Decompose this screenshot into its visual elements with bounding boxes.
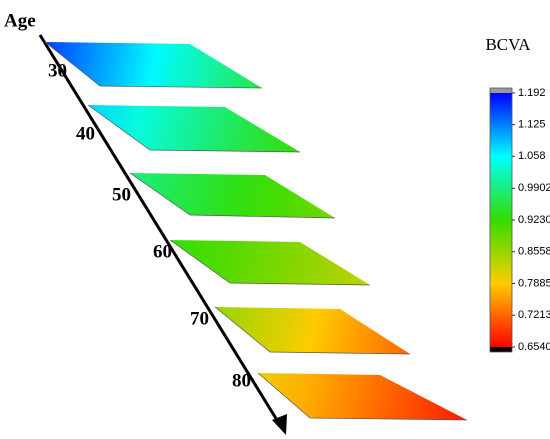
plane-axes <box>257 372 468 421</box>
colorbar-tick-label: 0.9902 <box>518 182 550 194</box>
colorbar-under <box>490 347 512 352</box>
colorbar-tick-label: 1.125 <box>518 119 546 131</box>
plane <box>215 307 410 354</box>
colorbar-tick-label: 0.8558 <box>518 246 550 258</box>
colorbar-tick-label: 0.7213 <box>518 309 550 321</box>
age-label: 40 <box>76 123 95 144</box>
age-label: 70 <box>190 308 209 329</box>
age-label: 50 <box>112 184 131 205</box>
age-arrow <box>38 34 282 426</box>
plane-axes <box>87 104 301 153</box>
age-label: 80 <box>232 370 251 391</box>
colorbar-tick-label: 1.058 <box>518 150 546 162</box>
plane-axes <box>129 172 336 219</box>
arrow-head <box>272 414 287 435</box>
colorbar-tick-label: 0.9230 <box>518 214 550 226</box>
plane <box>170 240 370 285</box>
plane <box>45 42 262 88</box>
age-label: 60 <box>153 241 172 262</box>
plane <box>88 105 300 152</box>
colorbar <box>490 93 512 347</box>
plane <box>130 173 335 218</box>
colorbar-title: BCVA <box>485 35 531 54</box>
plane-axes <box>214 306 411 355</box>
plane-axes <box>169 239 371 286</box>
colorbar-tick-label: 0.6540 <box>518 341 550 353</box>
axis-label: Age <box>4 10 36 31</box>
plane <box>258 373 467 420</box>
colorbar-tick-label: 0.7885 <box>518 277 550 289</box>
age-label: 30 <box>48 60 67 81</box>
colorbar-tick-label: 1.192 <box>518 87 546 99</box>
plane-axes <box>44 41 263 89</box>
colorbar-over <box>490 88 512 93</box>
